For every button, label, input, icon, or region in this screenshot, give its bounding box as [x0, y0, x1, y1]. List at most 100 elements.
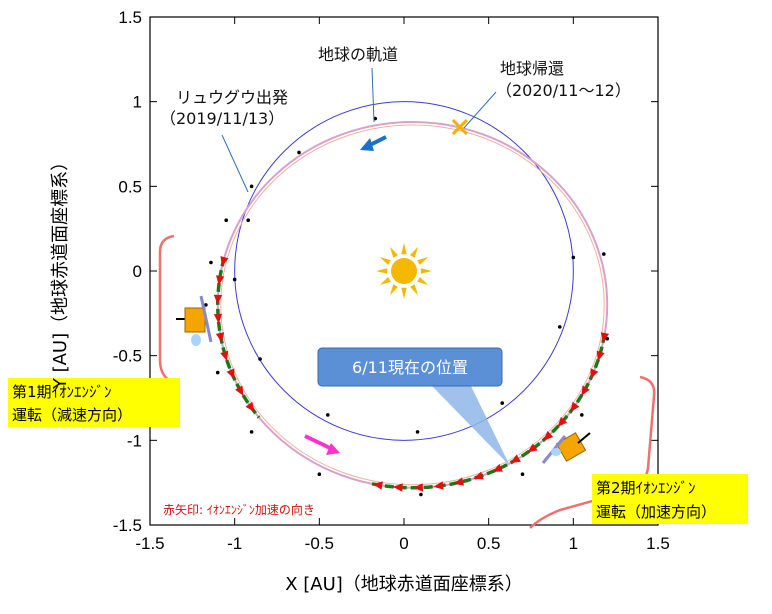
thrust-arrow-icon: [590, 368, 599, 379]
earth-orbit-point: [232, 277, 237, 282]
trajectory-point: [520, 472, 525, 477]
sun-ray: [417, 277, 429, 285]
y-tick-label: -0.5: [113, 347, 142, 366]
trajectory-point: [419, 492, 423, 497]
return-leader: [463, 91, 497, 129]
thrust-arrow-note: 赤矢印: ｲｵﾝｴﾝｼﾞﾝ加速の向き: [163, 502, 315, 517]
x-axis-label: X [AU]（地球赤道面座標系）: [285, 574, 523, 595]
earth-orbit-point: [415, 430, 420, 434]
thrust-arrow-icon: [372, 481, 383, 490]
trajectory-point: [317, 472, 322, 477]
trajectory-point: [602, 252, 606, 256]
earth-orbit-label: 地球の軌道: [318, 45, 398, 64]
thrust-arrow-icon: [220, 350, 229, 361]
earth-orbit-point: [258, 357, 262, 361]
sun-ray: [376, 268, 388, 274]
x-tick-label: 1.5: [646, 534, 670, 553]
sun-ray: [390, 284, 398, 296]
earth-orbit-line: [234, 101, 574, 441]
sun-ray: [420, 268, 432, 274]
earth-orbit-leader: [371, 67, 375, 123]
spacecraft-phase1-icon: [176, 295, 213, 346]
earth-return-x-marker: [451, 119, 468, 136]
thrust-arrow-icon: [215, 332, 225, 343]
y-tick-label: -1.5: [113, 516, 142, 535]
x-tick-label: 0: [399, 534, 408, 553]
thrust-arrow-icon: [433, 481, 444, 490]
phase-2-highlight: [592, 474, 748, 524]
hayabusa2-trajectory-line-inner: [220, 124, 605, 486]
thrust-arrow-icon: [226, 368, 235, 379]
phase-1-label-line1: 第1期ｲｵﾝｴﾝｼﾞﾝ: [12, 383, 112, 401]
return-label: 地球帰還: [500, 59, 564, 78]
earth-orbit-point: [557, 325, 562, 329]
sun-ray: [379, 257, 391, 265]
thrust-arrow-icon: [581, 385, 590, 396]
trajectory-point: [224, 218, 228, 222]
current-position-label: 6/11現在の位置: [352, 358, 468, 377]
x-tick-label: 0.5: [477, 534, 501, 553]
sun-ray: [410, 284, 418, 296]
x-tick-label: -1: [227, 534, 242, 553]
earth-direction-arrow-icon: [360, 135, 387, 151]
departure-leader: [221, 134, 249, 193]
thrust-arrow-icon: [492, 463, 503, 472]
trajectory-point: [249, 184, 254, 189]
current-position-callout: 6/11現在の位置: [317, 347, 510, 466]
x-tick-label: -1.5: [135, 534, 164, 553]
thrust-direction-arrows: [213, 256, 609, 492]
earth-orbit-point: [500, 401, 505, 405]
spacecraft-phase2-icon: [541, 432, 591, 464]
thrust-arrow-icon: [453, 477, 464, 486]
trajectory-points: [204, 184, 609, 497]
y-tick-label: 1: [133, 93, 142, 112]
sun-ray: [417, 257, 429, 265]
phase-2-label-line2: 運転（加速方向）: [596, 503, 716, 521]
return-x-stroke: [451, 119, 468, 136]
trajectory-point: [249, 430, 254, 434]
trajectory-point: [215, 370, 220, 375]
thrust-arrow-icon: [216, 275, 225, 286]
earth-orbit-point: [326, 413, 330, 417]
thrust-arrow-icon: [220, 256, 229, 267]
earth-orbit-point: [246, 218, 251, 222]
y-axis-label: Y [AU]（地球赤道面座標系）: [50, 153, 71, 390]
phase-1-highlight: [8, 378, 180, 427]
sun-ray: [410, 246, 418, 258]
thrust-arrow-icon: [527, 443, 538, 453]
thrust-arrow-icon: [557, 416, 568, 427]
trajectory-point: [580, 413, 584, 417]
sun-ray: [390, 246, 398, 258]
thrust-arrow-icon: [245, 401, 255, 412]
sun-ray: [401, 243, 407, 255]
trajectory-point: [204, 303, 208, 307]
thrust-arrow-icon: [213, 313, 223, 324]
y-tick-label: 1.5: [118, 8, 142, 27]
y-tick-label: -1: [127, 431, 142, 450]
departure-label: リュウグウ出発: [176, 88, 288, 107]
thrust-arrow-icon: [570, 401, 580, 412]
thrust-arrow-icon: [473, 471, 484, 480]
probe-direction-arrow-icon: [304, 434, 340, 455]
return-date: （2020/11〜12）: [496, 81, 631, 100]
thrust-arrow-icon: [213, 294, 223, 305]
thrust-arrow-icon: [600, 332, 609, 343]
sun-ray: [401, 287, 407, 299]
x-tick-label: 1: [569, 534, 578, 553]
sun-disc: [391, 258, 417, 284]
thrust-arrow-icon: [235, 385, 244, 396]
x-tick-label: -0.5: [305, 534, 334, 553]
earth-orbit-point: [571, 255, 576, 260]
trajectory-point: [605, 336, 609, 341]
departure-date: （2019/11/13）: [160, 109, 284, 128]
thrust-arrow-icon: [392, 483, 403, 492]
axis-tick-labels: -1.5 -1 -0.5 0 0.5 1 1.5 1.5 1 0.5 0 -0.5 -1 -1.5: [113, 8, 670, 553]
thrust-arrow-icon: [543, 430, 554, 441]
thrust-arrow-icon: [413, 483, 423, 492]
y-tick-label: 0: [133, 262, 142, 281]
earth-orbit-point: [297, 150, 301, 155]
sun-ray: [379, 277, 391, 285]
earth-orbit-points: [232, 116, 576, 434]
